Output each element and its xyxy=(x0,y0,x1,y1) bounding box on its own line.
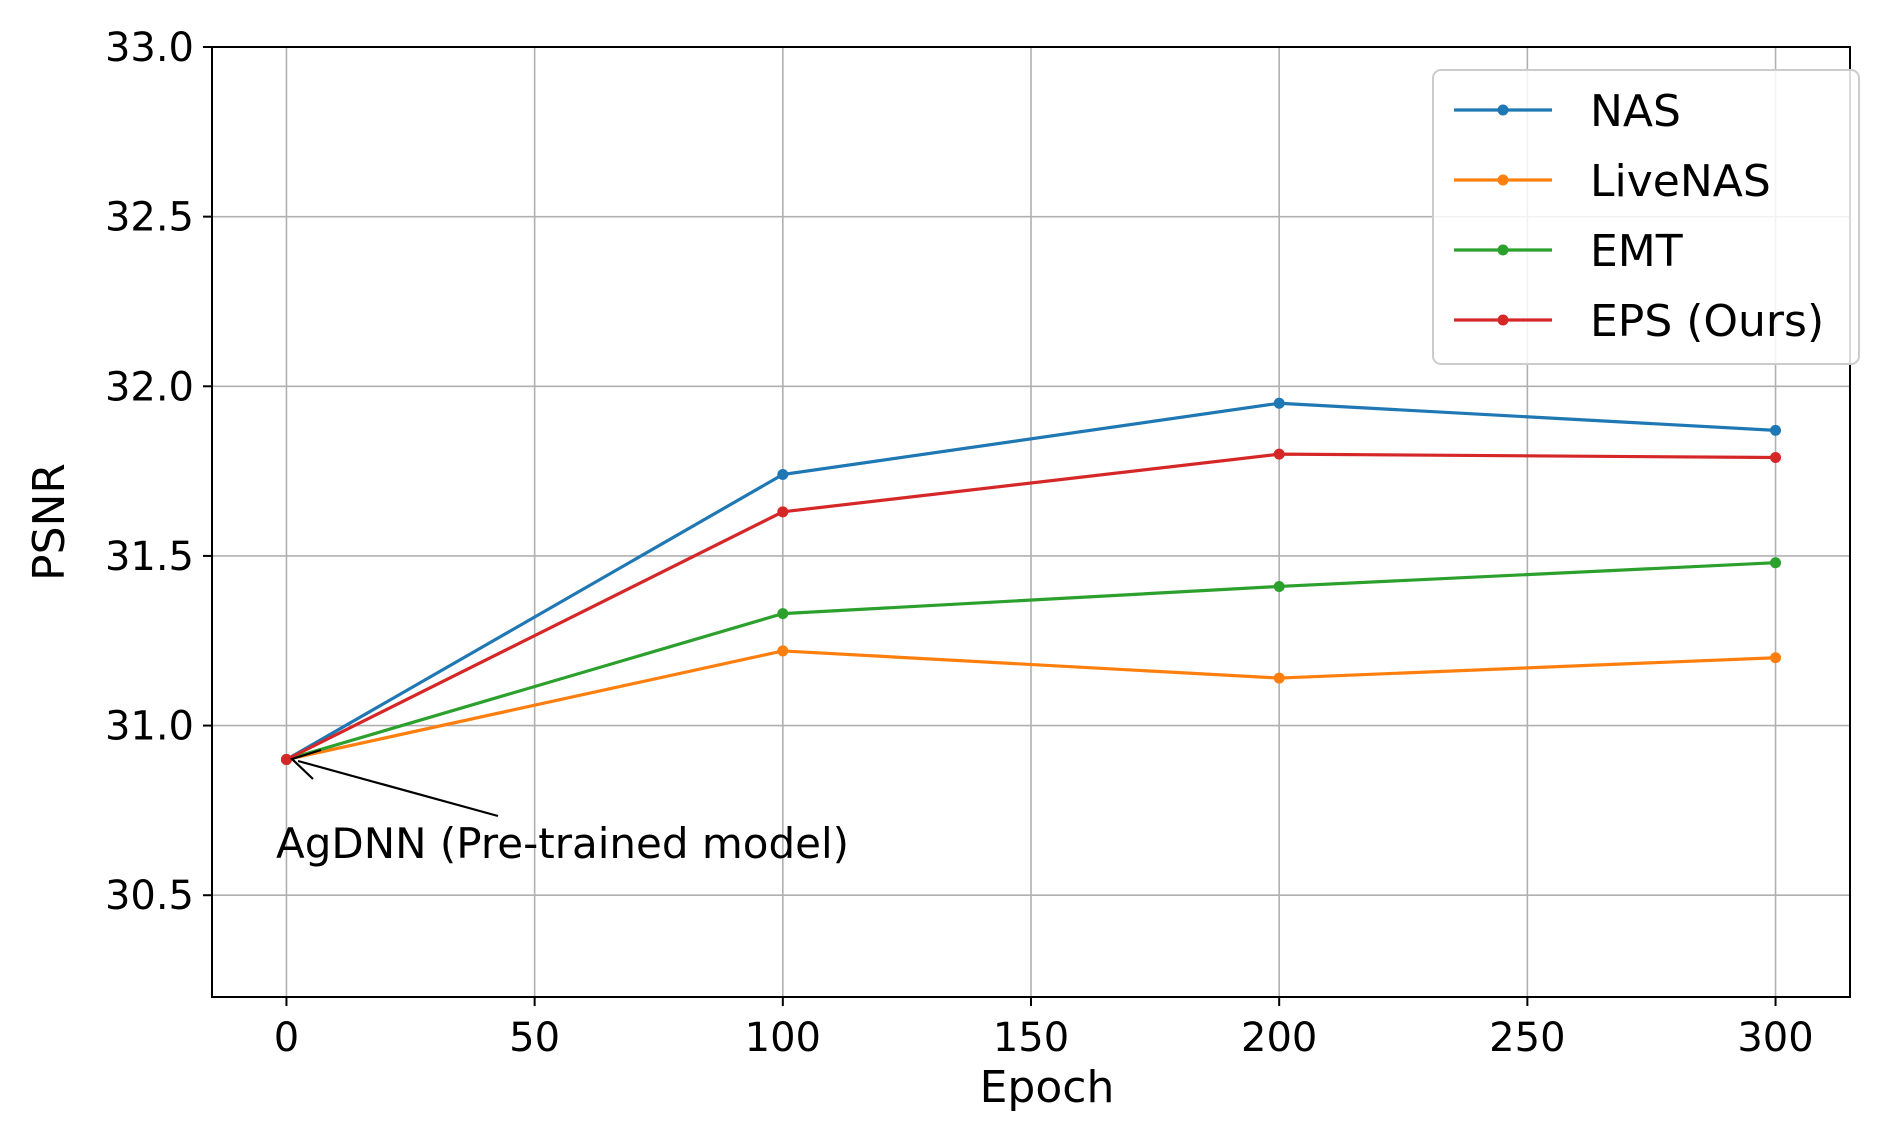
x-tick-label: 200 xyxy=(1241,1015,1317,1061)
data-point xyxy=(1770,652,1782,664)
legend: NAS LiveNAS EMT EPS (Ours) xyxy=(1432,69,1860,365)
data-point xyxy=(1770,424,1782,436)
series-lines xyxy=(280,397,1782,765)
x-tick-label: 0 xyxy=(274,1015,299,1061)
series-line xyxy=(286,561,1776,762)
data-point xyxy=(777,469,789,480)
y-tick-label: 32.5 xyxy=(105,195,194,241)
y-tick-label: 31.0 xyxy=(105,704,194,750)
y-tick-label: 33.0 xyxy=(105,25,194,71)
data-point xyxy=(1273,397,1285,409)
x-tick-label: 250 xyxy=(1489,1015,1565,1061)
data-point xyxy=(1770,557,1782,569)
legend-swatch-marker xyxy=(1497,104,1509,116)
data-point xyxy=(777,645,789,657)
x-axis-ticks: 0 50 100 150 200 250 300 xyxy=(274,997,1814,1061)
data-point xyxy=(280,754,292,765)
x-axis-label: Epoch xyxy=(980,1062,1115,1113)
series-line xyxy=(285,452,1776,761)
legend-swatch-marker xyxy=(1497,244,1509,256)
annotation: AgDNN (Pre-trained model) xyxy=(276,748,849,868)
series-eps-ours xyxy=(280,448,1782,765)
annotation-text: AgDNN (Pre-trained model) xyxy=(276,819,849,868)
annotation-arrow-line xyxy=(297,759,499,818)
legend-label: LiveNAS xyxy=(1590,156,1771,207)
data-point xyxy=(1770,452,1782,464)
series-line xyxy=(286,649,1776,762)
x-tick-label: 300 xyxy=(1737,1015,1813,1061)
x-tick-label: 100 xyxy=(745,1015,821,1061)
x-tick-label: 50 xyxy=(509,1015,560,1061)
y-tick-label: 30.5 xyxy=(105,873,194,919)
data-point xyxy=(1273,448,1285,460)
legend-swatch-marker xyxy=(1497,174,1509,186)
data-point xyxy=(777,506,789,518)
legend-label: NAS xyxy=(1590,86,1681,137)
y-axis-ticks: 30.5 31.0 31.5 32.0 32.5 33.0 xyxy=(105,25,212,919)
legend-frame xyxy=(1432,69,1860,365)
y-tick-label: 32.0 xyxy=(105,364,194,410)
legend-swatch-marker xyxy=(1497,314,1509,326)
annotation-arrow-head xyxy=(289,748,322,780)
data-point xyxy=(1273,672,1285,684)
series-line xyxy=(285,401,1776,761)
legend-label: EPS (Ours) xyxy=(1590,296,1824,347)
legend-label: EMT xyxy=(1590,226,1683,277)
y-tick-label: 31.5 xyxy=(105,534,194,580)
data-point xyxy=(1273,580,1285,592)
y-axis-label: PSNR xyxy=(24,463,75,581)
data-point xyxy=(777,608,789,620)
x-tick-label: 150 xyxy=(993,1015,1069,1061)
